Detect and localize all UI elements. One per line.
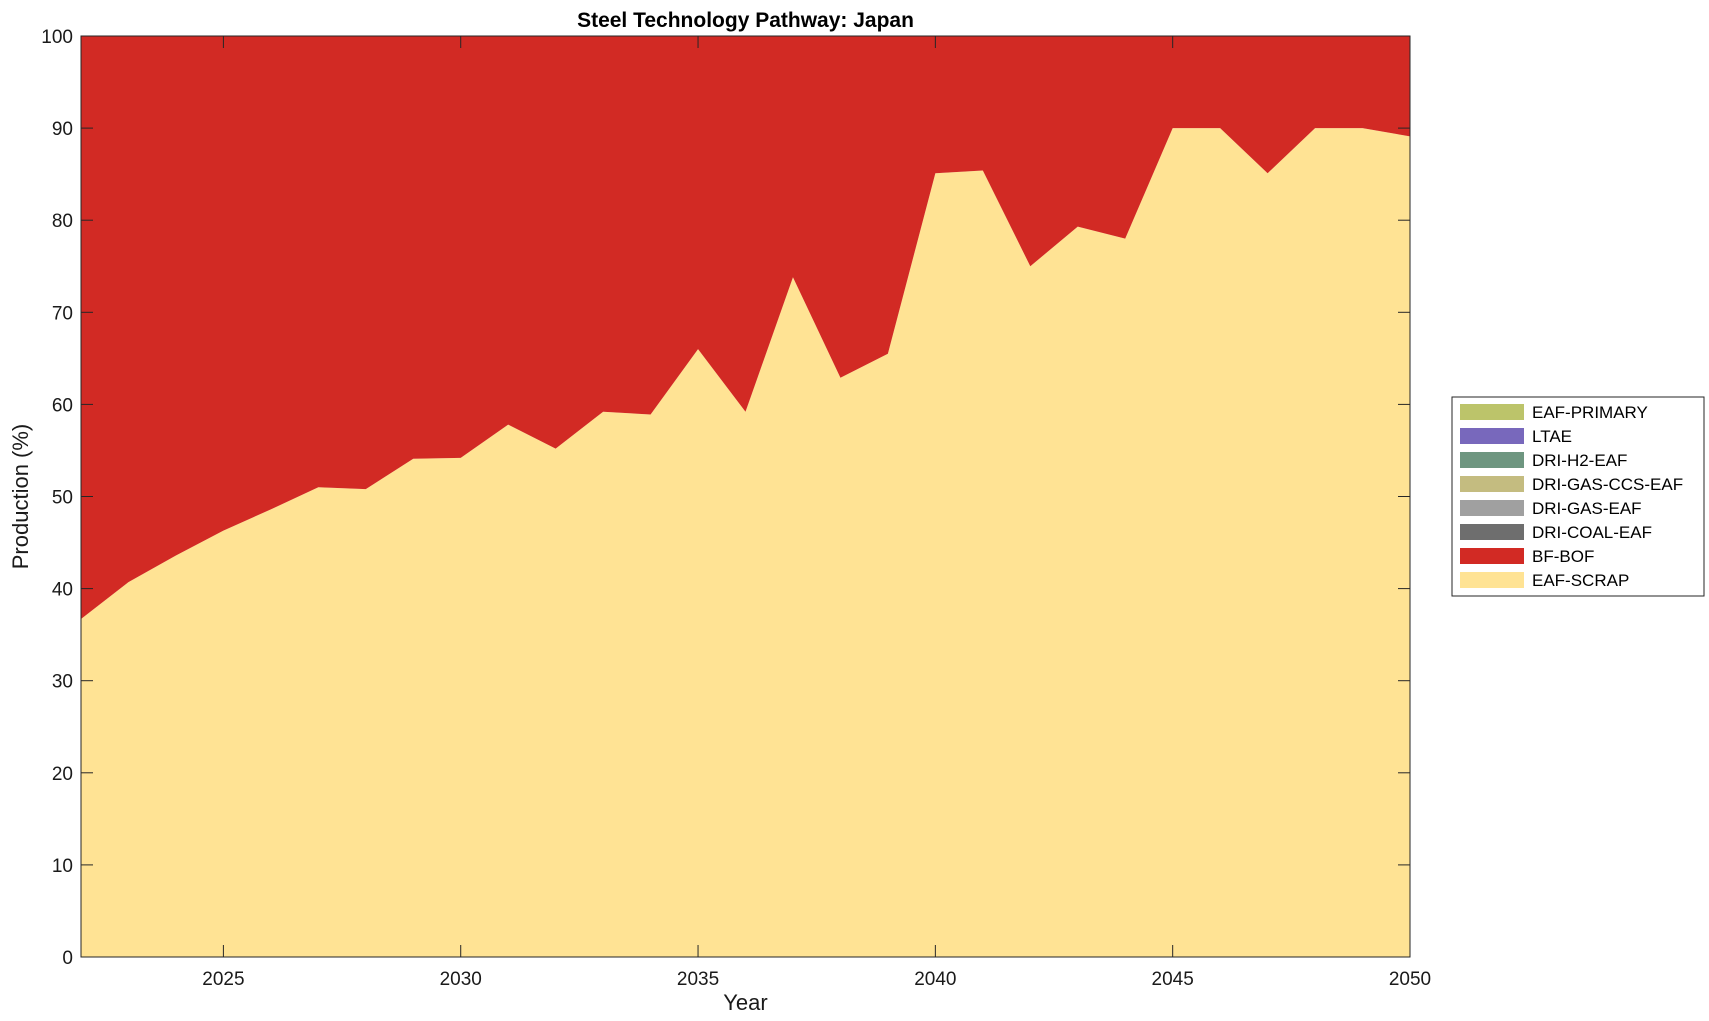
x-axis-ticks: 2025 2030 2035 2040 2045 2050	[202, 36, 1431, 990]
y-tick-label: 50	[52, 488, 73, 509]
chart-title: Steel Technology Pathway: Japan	[577, 9, 914, 32]
legend-swatch	[1460, 404, 1524, 420]
y-tick-label: 40	[52, 580, 73, 601]
y-tick-label: 90	[52, 119, 73, 140]
area-eaf-scrap	[81, 128, 1410, 958]
x-tick-label: 2040	[914, 969, 956, 990]
legend-label: LTAE	[1532, 427, 1572, 446]
legend-label: EAF-SCRAP	[1532, 571, 1629, 590]
y-axis-title: Production (%)	[8, 424, 33, 570]
legend-label: DRI-GAS-EAF	[1532, 499, 1642, 518]
area-layers	[81, 36, 1410, 958]
legend-label: EAF-PRIMARY	[1532, 403, 1648, 422]
x-axis-title: Year	[723, 990, 767, 1015]
x-tick-label: 2025	[202, 969, 244, 990]
legend-label: BF-BOF	[1532, 547, 1594, 566]
y-tick-label: 0	[62, 948, 73, 969]
legend-label: DRI-H2-EAF	[1532, 451, 1627, 470]
legend-label: DRI-GAS-CCS-EAF	[1532, 475, 1683, 494]
y-tick-label: 60	[52, 395, 73, 416]
legend-swatch	[1460, 476, 1524, 492]
y-tick-label: 80	[52, 211, 73, 232]
y-axis-ticks: 0 10 20 30 40 50 60 70 80 90 100	[41, 27, 1410, 969]
legend-label: DRI-COAL-EAF	[1532, 523, 1652, 542]
legend-box	[1451, 396, 1705, 597]
legend-swatch	[1460, 452, 1524, 468]
legend-swatch	[1460, 572, 1524, 588]
legend-swatch	[1460, 524, 1524, 540]
legend-swatch	[1460, 548, 1524, 564]
y-tick-label: 30	[52, 672, 73, 693]
legend-swatch	[1460, 500, 1524, 516]
y-tick-label: 10	[52, 856, 73, 877]
y-tick-label: 70	[52, 303, 73, 324]
area-bf-bof	[81, 36, 1410, 619]
legend-swatch	[1460, 428, 1524, 444]
x-tick-label: 2050	[1389, 969, 1431, 990]
y-tick-label: 20	[52, 764, 73, 785]
x-tick-label: 2030	[440, 969, 482, 990]
x-tick-label: 2045	[1152, 969, 1194, 990]
legend: EAF-PRIMARY LTAE DRI-H2-EAF DRI-GAS-CCS-EAF…	[1451, 396, 1705, 597]
y-tick-label: 100	[41, 27, 73, 48]
x-tick-label: 2035	[677, 969, 719, 990]
